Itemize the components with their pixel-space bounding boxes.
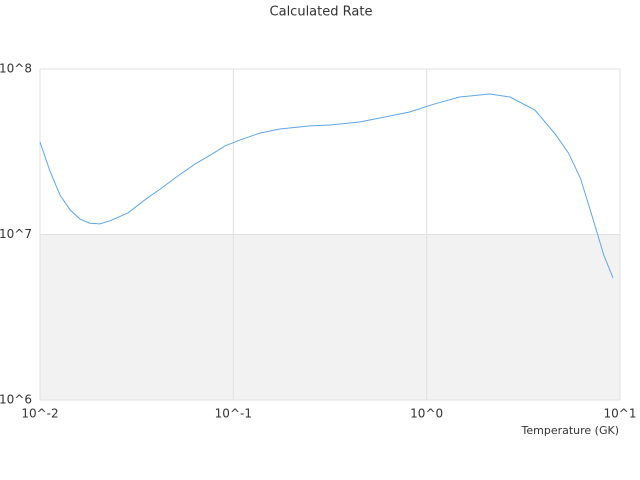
data-line (39, 93, 614, 279)
x-axis-label: Temperature (GK) (521, 424, 620, 437)
x-tick-label: 10^-2 (21, 407, 58, 421)
x-tick-label: 10^1 (604, 407, 637, 421)
x-tick-label: 10^0 (410, 407, 443, 421)
x-tick-label: 10^-1 (215, 407, 252, 421)
y-tick-label: 10^7 (0, 227, 32, 241)
y-tick-label: 10^8 (0, 62, 32, 76)
y-tick-label: 10^6 (0, 393, 32, 407)
chart-title: Calculated Rate (270, 5, 373, 20)
grid-band (40, 234, 620, 400)
